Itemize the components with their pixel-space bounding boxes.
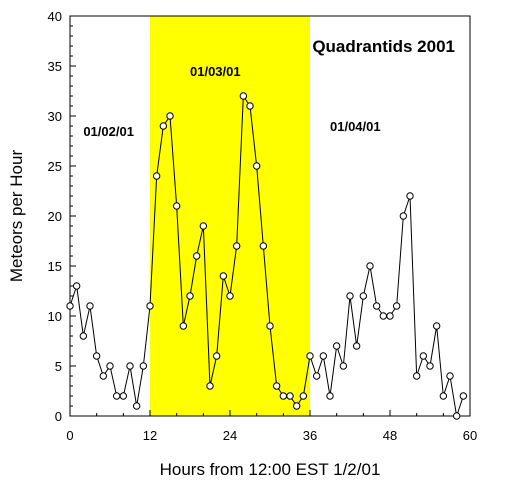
data-point xyxy=(386,312,394,320)
data-point xyxy=(379,312,388,320)
chart-title: Quadrantids 2001 xyxy=(312,37,455,56)
y-tick-label: 5 xyxy=(55,359,62,374)
data-point xyxy=(339,362,348,370)
data-point xyxy=(86,302,94,310)
data-point xyxy=(419,352,428,360)
x-tick-label: 24 xyxy=(223,428,237,443)
x-tick-label: 48 xyxy=(383,428,397,443)
x-tick-label: 60 xyxy=(463,428,477,443)
y-tick-label: 40 xyxy=(48,9,62,24)
data-point xyxy=(186,292,194,300)
x-axis-title: Hours from 12:00 EST 1/2/01 xyxy=(160,460,381,479)
data-point xyxy=(286,392,294,400)
data-point xyxy=(206,382,214,390)
highlight-band xyxy=(150,16,310,416)
data-point xyxy=(306,352,314,360)
data-point xyxy=(119,392,128,400)
data-point xyxy=(319,352,328,360)
data-point xyxy=(252,162,261,170)
data-point xyxy=(392,302,401,310)
data-point xyxy=(459,392,468,400)
data-point xyxy=(66,302,74,310)
data-point xyxy=(439,392,448,400)
data-point xyxy=(372,302,381,310)
data-point xyxy=(279,392,288,400)
data-point xyxy=(179,322,188,330)
data-point xyxy=(226,292,234,300)
data-point xyxy=(112,392,121,400)
y-tick-label: 0 xyxy=(55,409,62,424)
data-point xyxy=(166,112,174,120)
series-line xyxy=(69,94,464,417)
data-point xyxy=(106,362,114,370)
data-point xyxy=(239,92,248,100)
data-point xyxy=(192,252,201,260)
data-point xyxy=(246,102,254,110)
data-point xyxy=(232,242,241,250)
date-annotation: 01/03/01 xyxy=(190,64,241,79)
data-point xyxy=(312,372,321,380)
date-annotation: 01/02/01 xyxy=(83,124,134,139)
data-point xyxy=(152,172,161,180)
y-tick-label: 35 xyxy=(48,59,62,74)
data-point xyxy=(452,412,461,420)
y-tick-label: 15 xyxy=(48,259,62,274)
data-point xyxy=(126,362,134,370)
data-point xyxy=(266,322,274,330)
data-point xyxy=(219,272,228,280)
x-tick-label: 36 xyxy=(303,428,317,443)
data-point xyxy=(412,372,421,380)
data-point xyxy=(406,192,414,200)
data-point xyxy=(332,342,341,350)
y-axis-title: Meteors per Hour xyxy=(7,150,26,283)
data-point xyxy=(292,402,301,410)
data-point xyxy=(326,392,334,400)
data-point xyxy=(399,212,408,220)
data-point xyxy=(359,292,368,300)
data-point xyxy=(272,382,281,390)
data-point xyxy=(99,372,108,380)
data-point xyxy=(92,352,101,360)
data-point xyxy=(139,362,148,370)
y-tick-label: 30 xyxy=(48,109,62,124)
data-point xyxy=(426,362,434,370)
data-point xyxy=(259,242,268,250)
data-point xyxy=(146,302,154,310)
data-point xyxy=(72,282,81,290)
data-point xyxy=(346,292,354,300)
y-tick-label: 20 xyxy=(48,209,62,224)
data-point xyxy=(299,392,308,400)
data-point xyxy=(132,402,141,410)
data-point xyxy=(199,222,208,230)
y-tick-label: 10 xyxy=(48,309,62,324)
x-tick-label: 12 xyxy=(143,428,157,443)
data-point xyxy=(172,202,181,210)
data-point xyxy=(446,372,454,380)
data-point xyxy=(352,342,361,350)
y-tick-label: 25 xyxy=(48,159,62,174)
data-point xyxy=(366,262,374,270)
data-point xyxy=(432,322,441,330)
x-tick-label: 0 xyxy=(66,428,73,443)
data-point xyxy=(79,332,88,340)
data-point xyxy=(159,122,168,130)
date-annotation: 01/04/01 xyxy=(330,119,381,134)
data-point xyxy=(212,352,221,360)
